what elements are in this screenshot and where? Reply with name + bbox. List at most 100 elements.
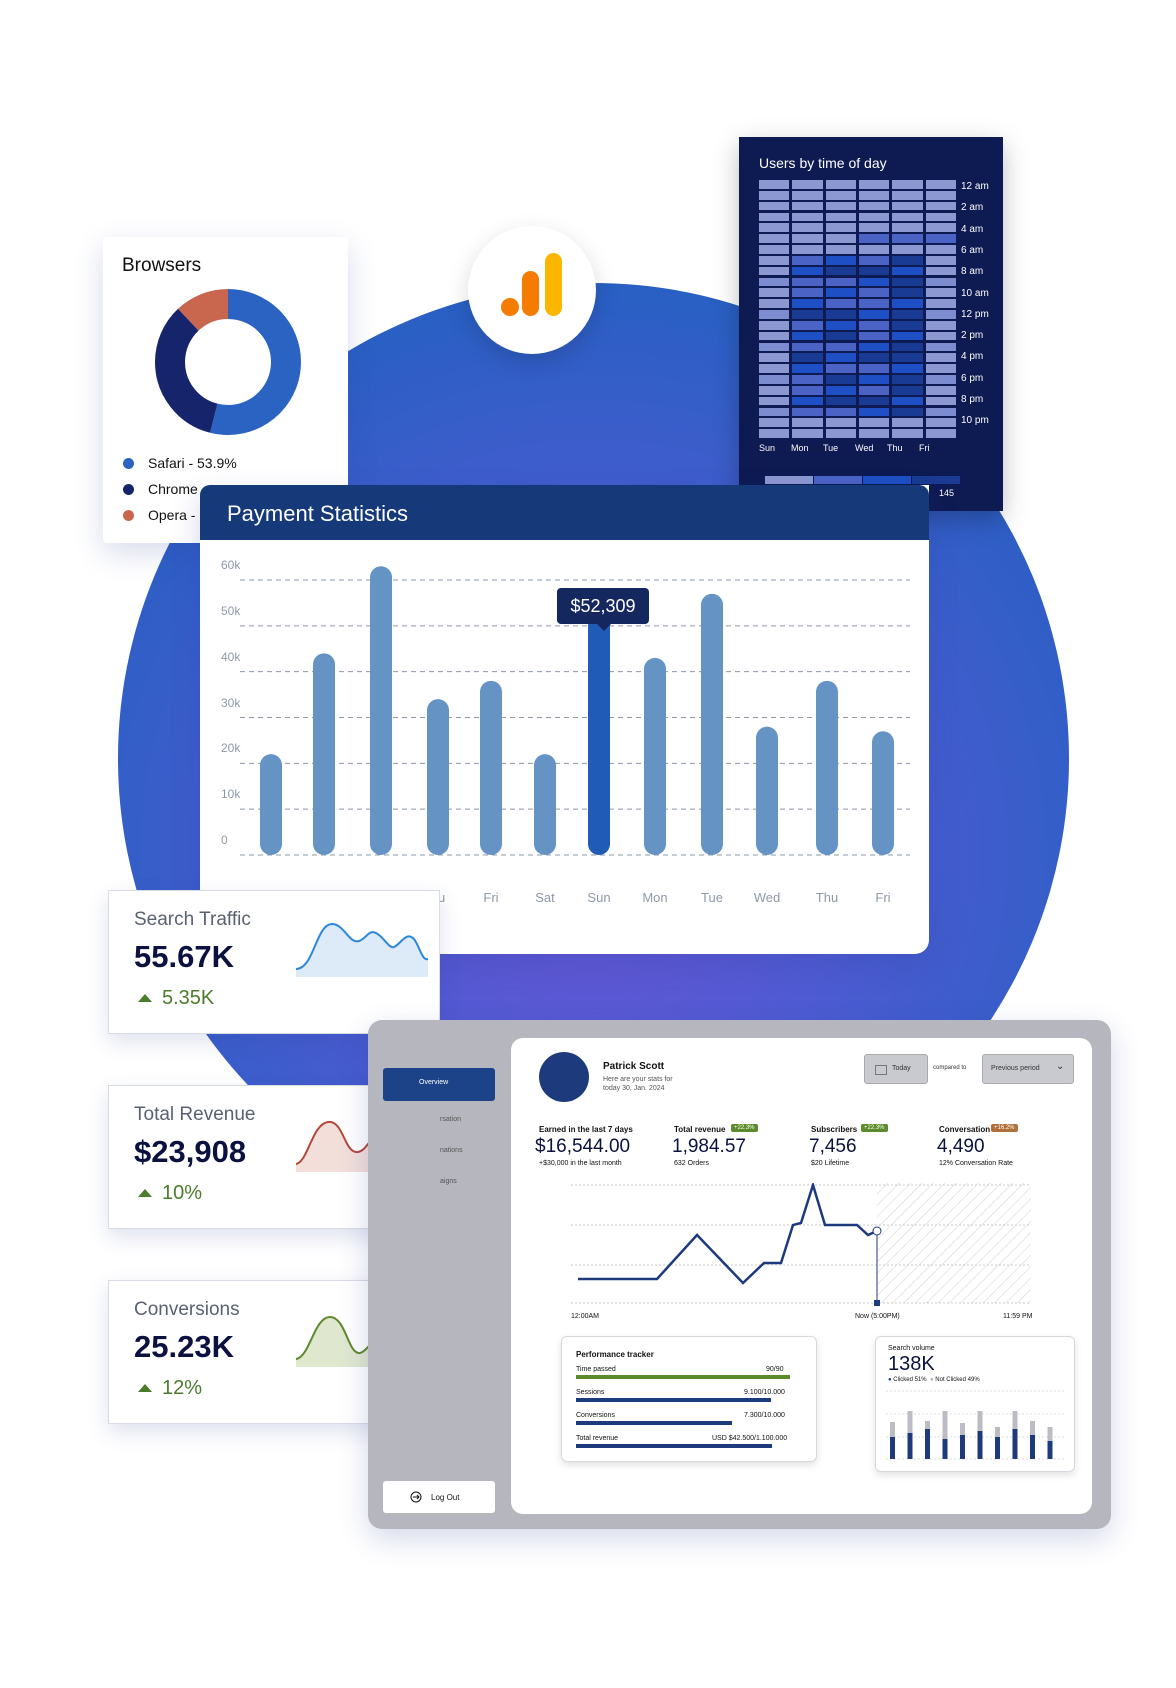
- bar[interactable]: [816, 680, 838, 855]
- search-volume-bar-clicked: [890, 1437, 895, 1459]
- heatmap-day-label: Fri: [919, 443, 930, 453]
- heatmap-cell: [925, 212, 956, 222]
- heatmap-cell: [759, 375, 790, 384]
- period-select[interactable]: Previous period ⌄: [982, 1054, 1074, 1084]
- up-arrow-icon: [138, 1189, 152, 1197]
- heatmap-cell: [759, 385, 790, 395]
- heatmap-cell: [892, 299, 923, 308]
- bar[interactable]: [534, 754, 556, 855]
- heatmap-cell: [759, 299, 790, 308]
- bar[interactable]: [480, 680, 502, 855]
- heatmap-cell: [925, 407, 956, 417]
- bar[interactable]: [756, 726, 778, 855]
- bar[interactable]: [313, 653, 335, 855]
- heatmap-cell: [892, 255, 923, 265]
- heatmap-row-label: 12 pm: [961, 308, 989, 320]
- heatmap-cell: [825, 201, 856, 211]
- heatmap-cell: [792, 255, 823, 265]
- search-volume-bar-not-clicked: [925, 1421, 930, 1431]
- x-tick-label: Sat: [535, 890, 555, 905]
- heatmap-day-label: Sun: [759, 443, 776, 453]
- kpi-badge: +22.3%: [731, 1124, 758, 1132]
- search-volume-value: 138K: [888, 1353, 935, 1375]
- x-tick-label: Mon: [642, 890, 668, 905]
- heatmap-cell: [792, 418, 823, 428]
- heatmap-cell: [792, 212, 823, 222]
- heatmap-cell: [859, 190, 890, 200]
- heatmap-row-label: 2 am: [961, 202, 984, 214]
- payment-header: Payment Statistics: [200, 485, 929, 540]
- bar[interactable]: [427, 699, 449, 855]
- heatmap-cell: [759, 364, 790, 373]
- bar[interactable]: [260, 754, 282, 855]
- heatmap-cell: [792, 310, 823, 319]
- user-name: Patrick Scott: [603, 1061, 665, 1072]
- bar[interactable]: [588, 615, 610, 855]
- browsers-donut-chart: [155, 289, 301, 435]
- up-arrow-icon: [138, 1384, 152, 1392]
- sidebar-item-overview[interactable]: Overview: [383, 1068, 495, 1101]
- bar[interactable]: [644, 657, 666, 855]
- analytics-logo: [468, 226, 596, 354]
- sidebar-item-conversation[interactable]: rsation: [440, 1116, 462, 1123]
- search-volume-bar-not-clicked: [977, 1411, 983, 1433]
- heatmap-cell: [759, 234, 790, 243]
- sidebar-item-campaigns[interactable]: aigns: [440, 1178, 457, 1185]
- heatmap-cell: [892, 180, 923, 189]
- tracker-row-value: 7.300/10.000: [744, 1412, 785, 1419]
- kpi-value: 1,984.57: [672, 1136, 746, 1157]
- search-volume-card: Search volume 138K ● Clicked 51% ● Not C…: [875, 1336, 1075, 1472]
- tracker-row-label: Conversions: [576, 1412, 615, 1419]
- heatmap-cell: [792, 223, 823, 233]
- search-volume-bars: [886, 1390, 1066, 1460]
- legend-opera: Opera -: [123, 507, 195, 523]
- heatmap-cell: [859, 429, 890, 438]
- browsers-card: Browsers Safari - 53.9% Chrome Opera -: [103, 237, 348, 543]
- heatmap-cell: [825, 288, 856, 298]
- heatmap-cell: [892, 407, 923, 417]
- heatmap-cell: [792, 234, 823, 243]
- logout-button[interactable]: Log Out: [383, 1481, 495, 1513]
- heatmap-cell: [859, 201, 890, 211]
- tracker-progress-bar: [576, 1421, 732, 1425]
- heatmap-cell: [892, 320, 923, 330]
- heatmap-cell: [792, 407, 823, 417]
- heatmap-cell: [892, 331, 923, 341]
- heatmap-cell: [859, 299, 890, 308]
- search-traffic-sparkline: [295, 922, 429, 977]
- y-tick-label: 10k: [221, 787, 241, 802]
- heatmap-cell: [792, 299, 823, 308]
- heatmap-cell: [792, 201, 823, 211]
- heatmap-cell: [925, 364, 956, 373]
- heatmap-cell: [759, 396, 790, 406]
- tracker-row-label: Total revenue: [576, 1435, 619, 1442]
- kpi-badge: +22.3%: [861, 1124, 888, 1132]
- bar-tooltip: $52,309: [557, 588, 649, 631]
- tracker-title: Performance tracker: [576, 1350, 654, 1359]
- user-subtitle: Here are your stats for: [603, 1076, 673, 1083]
- heatmap-cell: [792, 331, 823, 341]
- tracker-row-label: Sessions: [576, 1389, 605, 1396]
- safari-dot: [123, 457, 134, 469]
- heatmap-cell: [892, 385, 923, 395]
- bar[interactable]: [701, 593, 723, 855]
- heatmap-cell: [825, 212, 856, 222]
- heatmap-cell: [892, 201, 923, 211]
- legend-chrome: Chrome: [123, 481, 198, 497]
- heatmap-cell: [859, 212, 890, 222]
- bar[interactable]: [872, 731, 894, 855]
- sidebar-item-notifications[interactable]: nations: [440, 1147, 463, 1154]
- heatmap-cell: [792, 342, 823, 352]
- heatmap-cell: [825, 277, 856, 287]
- heatmap-cell: [825, 299, 856, 308]
- kpi-label: Earned in the last 7 days: [539, 1125, 633, 1134]
- heatmap-cell: [759, 266, 790, 276]
- bar[interactable]: [370, 566, 392, 855]
- today-button[interactable]: Today: [864, 1054, 928, 1084]
- heatmap-cell: [825, 342, 856, 352]
- kpi-sub: $20 Lifetime: [811, 1160, 850, 1167]
- heatmap-cell: [825, 429, 856, 438]
- x-tick-label: Fri: [483, 890, 499, 905]
- heatmap-cell: [892, 277, 923, 287]
- heatmap-cell: [925, 331, 956, 341]
